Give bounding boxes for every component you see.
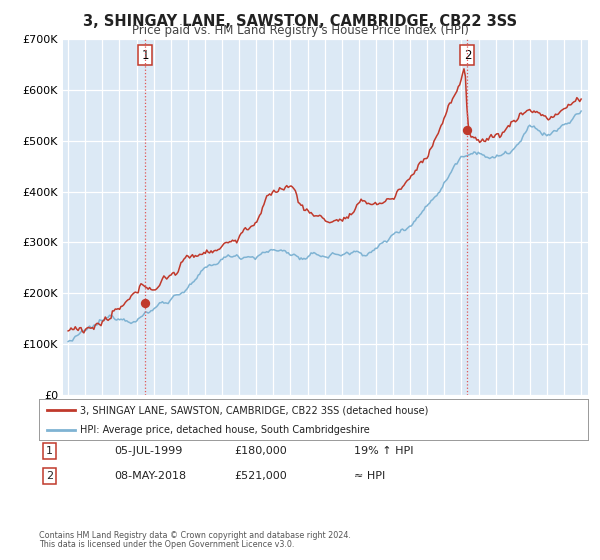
- Text: HPI: Average price, detached house, South Cambridgeshire: HPI: Average price, detached house, Sout…: [80, 424, 370, 435]
- Text: 1: 1: [142, 49, 149, 62]
- Text: £521,000: £521,000: [234, 471, 287, 481]
- Text: Price paid vs. HM Land Registry's House Price Index (HPI): Price paid vs. HM Land Registry's House …: [131, 24, 469, 37]
- Text: 1: 1: [46, 446, 53, 456]
- Text: 05-JUL-1999: 05-JUL-1999: [114, 446, 182, 456]
- Point: [463, 125, 472, 134]
- Text: 2: 2: [464, 49, 471, 62]
- Point: [140, 299, 150, 308]
- Text: This data is licensed under the Open Government Licence v3.0.: This data is licensed under the Open Gov…: [39, 540, 295, 549]
- Text: 08-MAY-2018: 08-MAY-2018: [114, 471, 186, 481]
- Text: 3, SHINGAY LANE, SAWSTON, CAMBRIDGE, CB22 3SS (detached house): 3, SHINGAY LANE, SAWSTON, CAMBRIDGE, CB2…: [80, 405, 428, 415]
- Text: ≈ HPI: ≈ HPI: [354, 471, 385, 481]
- Text: 3, SHINGAY LANE, SAWSTON, CAMBRIDGE, CB22 3SS: 3, SHINGAY LANE, SAWSTON, CAMBRIDGE, CB2…: [83, 14, 517, 29]
- Text: £180,000: £180,000: [234, 446, 287, 456]
- Text: 2: 2: [46, 471, 53, 481]
- Text: Contains HM Land Registry data © Crown copyright and database right 2024.: Contains HM Land Registry data © Crown c…: [39, 531, 351, 540]
- Text: 19% ↑ HPI: 19% ↑ HPI: [354, 446, 413, 456]
